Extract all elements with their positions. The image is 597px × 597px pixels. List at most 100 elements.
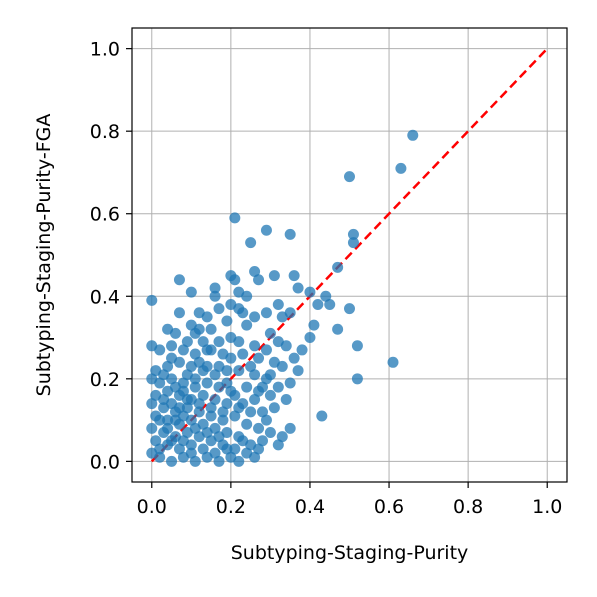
data-point bbox=[351, 340, 363, 352]
data-point bbox=[189, 348, 201, 360]
data-point bbox=[221, 398, 233, 410]
data-point bbox=[249, 451, 261, 463]
data-point bbox=[237, 307, 249, 319]
data-point bbox=[154, 451, 166, 463]
data-point bbox=[166, 352, 178, 364]
data-point bbox=[209, 393, 221, 405]
data-point bbox=[257, 381, 268, 393]
data-point bbox=[233, 455, 245, 467]
data-point bbox=[272, 439, 284, 451]
data-point bbox=[213, 360, 225, 372]
data-point bbox=[257, 406, 268, 418]
data-point bbox=[221, 315, 233, 327]
plot-frame bbox=[131, 27, 568, 483]
data-point bbox=[387, 356, 399, 368]
data-point bbox=[280, 340, 292, 352]
y-tick-label: 0.8 bbox=[90, 121, 120, 143]
data-point bbox=[189, 327, 201, 339]
data-point bbox=[181, 402, 193, 414]
data-point bbox=[284, 422, 296, 434]
data-point bbox=[344, 171, 355, 183]
data-point bbox=[177, 435, 189, 447]
data-point bbox=[189, 381, 201, 393]
data-point bbox=[181, 336, 193, 348]
data-point bbox=[241, 319, 253, 331]
data-point bbox=[260, 307, 272, 319]
data-point bbox=[213, 431, 225, 443]
data-point bbox=[185, 286, 197, 298]
data-point bbox=[253, 443, 265, 455]
data-point bbox=[173, 443, 185, 455]
data-point bbox=[264, 426, 276, 438]
data-point bbox=[201, 426, 213, 438]
data-point bbox=[189, 373, 201, 385]
data-point bbox=[193, 398, 205, 410]
data-point bbox=[193, 406, 205, 418]
data-point bbox=[249, 393, 261, 405]
x-tick-label: 1.0 bbox=[532, 496, 562, 518]
data-point bbox=[166, 340, 178, 352]
data-point bbox=[201, 311, 213, 323]
data-point bbox=[241, 290, 253, 302]
y-tick-label: 0.2 bbox=[90, 369, 120, 391]
data-point bbox=[237, 348, 249, 360]
data-point bbox=[268, 402, 280, 414]
data-point bbox=[292, 282, 304, 294]
data-point bbox=[304, 286, 316, 298]
data-point bbox=[320, 290, 332, 302]
data-point bbox=[324, 299, 336, 311]
data-point bbox=[233, 365, 245, 377]
data-point bbox=[201, 377, 213, 389]
y-tick-label: 1.0 bbox=[90, 39, 120, 61]
data-point bbox=[304, 332, 316, 344]
data-point bbox=[185, 447, 197, 459]
data-point bbox=[292, 365, 304, 377]
data-point bbox=[181, 393, 193, 405]
data-point bbox=[229, 443, 241, 455]
data-point bbox=[205, 323, 217, 335]
data-point bbox=[173, 274, 185, 286]
data-point bbox=[245, 360, 257, 372]
x-axis-label: Subtyping-Staging-Purity bbox=[231, 542, 469, 564]
data-point bbox=[173, 402, 185, 414]
reference-line-layer bbox=[150, 47, 549, 463]
grid bbox=[132, 28, 567, 482]
data-point bbox=[260, 224, 272, 236]
data-point bbox=[332, 261, 344, 273]
data-point bbox=[272, 299, 284, 311]
x-tick-label: 0.6 bbox=[374, 496, 404, 518]
data-point bbox=[213, 336, 225, 348]
data-point bbox=[253, 274, 265, 286]
data-point bbox=[177, 344, 189, 356]
data-point bbox=[213, 455, 225, 467]
data-point bbox=[201, 360, 213, 372]
data-point bbox=[209, 290, 221, 302]
data-point bbox=[205, 410, 217, 422]
data-point bbox=[347, 237, 359, 249]
data-point bbox=[189, 422, 201, 434]
data-point bbox=[276, 431, 288, 443]
data-point bbox=[209, 282, 221, 294]
data-point bbox=[146, 398, 158, 410]
data-point bbox=[221, 377, 233, 389]
data-point bbox=[308, 319, 320, 331]
data-point bbox=[249, 311, 261, 323]
y-tick-label: 0.6 bbox=[90, 204, 120, 226]
data-point bbox=[284, 307, 296, 319]
data-point bbox=[276, 360, 288, 372]
x-tick-label: 0.2 bbox=[216, 496, 246, 518]
data-point bbox=[237, 398, 249, 410]
data-point bbox=[284, 377, 296, 389]
data-point bbox=[213, 303, 225, 315]
data-point bbox=[268, 270, 280, 282]
data-point bbox=[170, 327, 181, 339]
data-point bbox=[177, 385, 189, 397]
data-point bbox=[221, 443, 233, 455]
x-tick-label: 0.4 bbox=[295, 496, 325, 518]
data-point bbox=[288, 270, 300, 282]
data-point bbox=[395, 162, 407, 174]
data-point bbox=[154, 344, 166, 356]
data-point bbox=[332, 323, 344, 335]
data-points bbox=[146, 129, 419, 467]
